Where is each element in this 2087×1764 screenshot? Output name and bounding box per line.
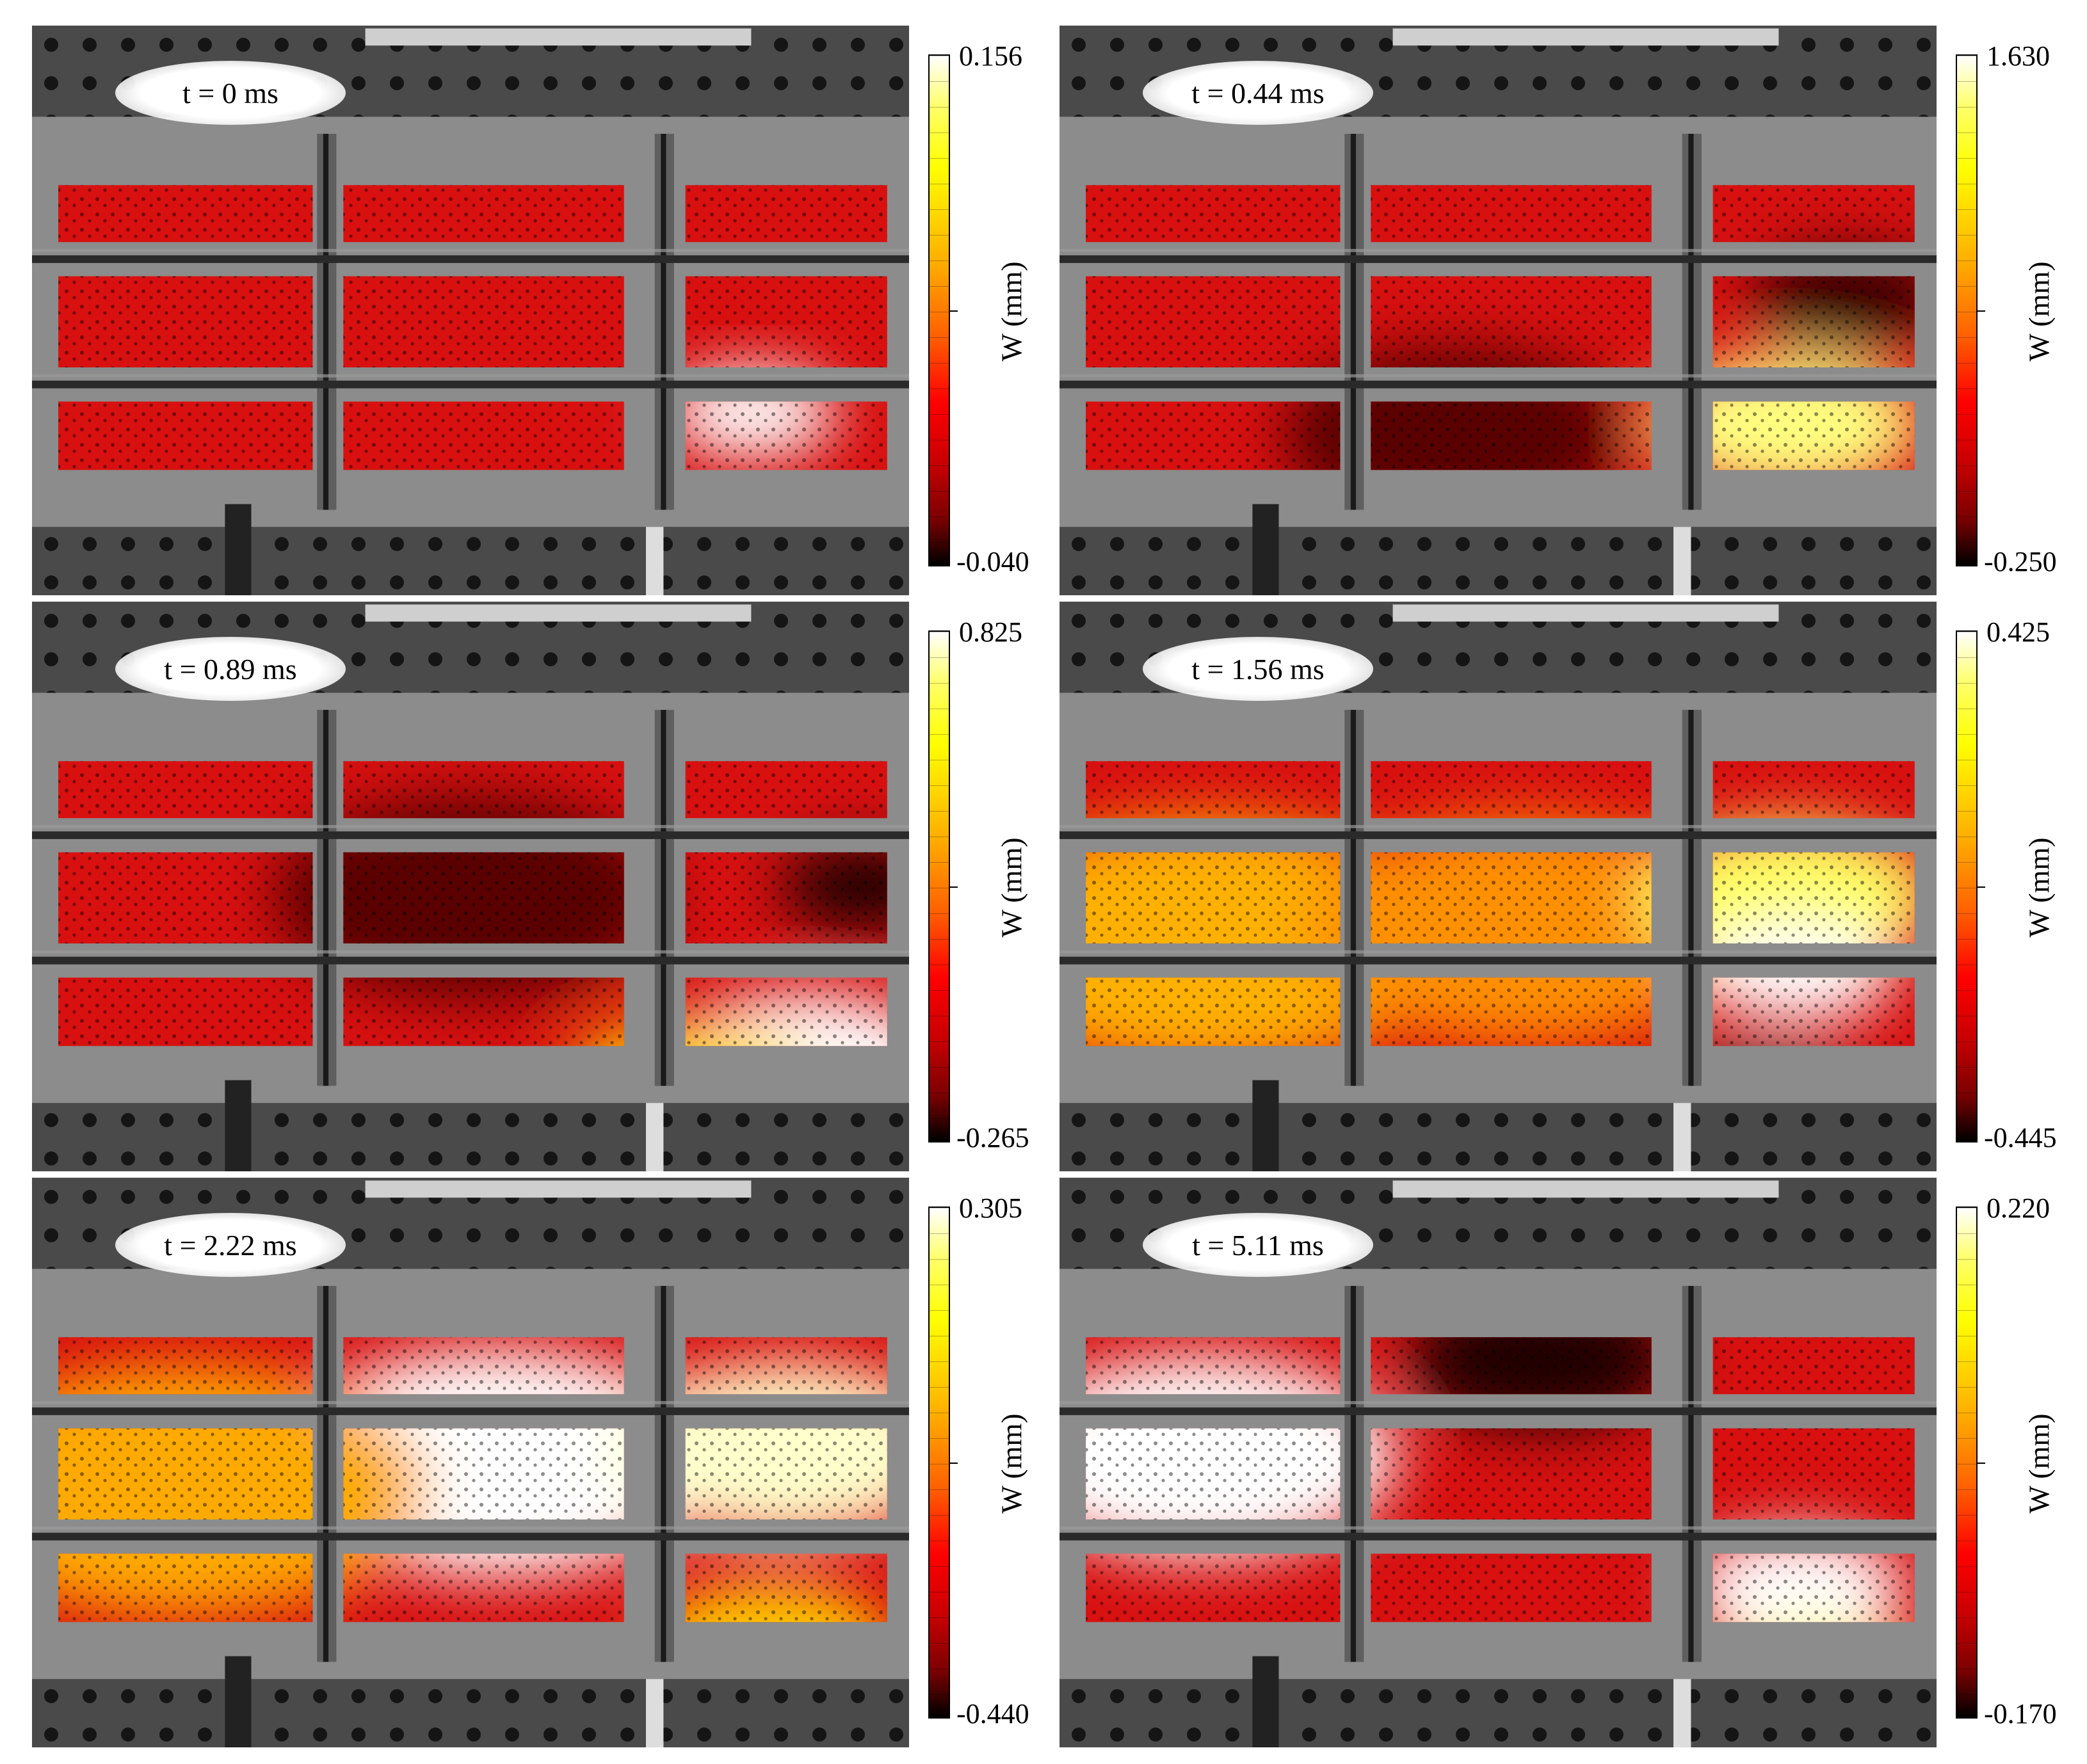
test-photo	[32, 602, 909, 1171]
colorbar-min-label: -0.440	[956, 1698, 1029, 1729]
colorbar	[1956, 630, 1985, 1143]
colorbar-max-label: 0.220	[1986, 1192, 2050, 1224]
time-label: t = 0 ms	[115, 61, 346, 125]
colorbar-max-label: 0.305	[959, 1192, 1022, 1224]
time-label: t = 2.22 ms	[115, 1213, 346, 1277]
dic-panel: t = 5.11 ms 0.220 -0.170 W (mm)	[1060, 1178, 2058, 1747]
dic-panel: t = 0 ms 0.156 -0.040 W (mm)	[32, 26, 1031, 595]
colorbar-min-label: -0.250	[1984, 546, 2057, 577]
time-label: t = 0.44 ms	[1143, 61, 1373, 125]
colorbar	[1956, 1207, 1985, 1719]
colorbar-axis-label: W (mm)	[2022, 837, 2056, 938]
colorbar-axis-label: W (mm)	[995, 261, 1028, 362]
test-photo	[32, 26, 909, 595]
colorbar-max-label: 1.630	[1986, 40, 2050, 72]
colorbar-max-label: 0.156	[959, 40, 1022, 72]
colorbar-min-label: -0.170	[1984, 1698, 2057, 1729]
colorbar-max-label: 0.425	[1986, 616, 2050, 648]
time-label: t = 1.56 ms	[1143, 637, 1373, 701]
colorbar-axis-label: W (mm)	[2022, 261, 2056, 362]
dic-panel: t = 0.89 ms 0.825 -0.265 W (mm)	[32, 602, 1031, 1171]
test-photo	[1060, 1178, 1937, 1747]
colorbar-max-label: 0.825	[959, 616, 1022, 648]
colorbar-axis-label: W (mm)	[995, 837, 1028, 938]
time-label: t = 0.89 ms	[115, 637, 346, 701]
colorbar	[928, 1207, 958, 1719]
colorbar	[928, 630, 958, 1143]
colorbar-min-label: -0.445	[1984, 1122, 2057, 1153]
colorbar-axis-label: W (mm)	[2022, 1413, 2056, 1514]
colorbar	[1956, 54, 1985, 566]
colorbar-min-label: -0.040	[956, 546, 1029, 577]
dic-panel: t = 1.56 ms 0.425 -0.445 W (mm)	[1060, 602, 2058, 1171]
colorbar	[928, 54, 958, 566]
dic-panel: t = 0.44 ms 1.630 -0.250 W (mm)	[1060, 26, 2058, 595]
time-label: t = 5.11 ms	[1143, 1213, 1373, 1277]
dic-panel: t = 2.22 ms 0.305 -0.440 W (mm)	[32, 1178, 1031, 1747]
colorbar-min-label: -0.265	[956, 1122, 1029, 1153]
colorbar-axis-label: W (mm)	[995, 1413, 1028, 1514]
